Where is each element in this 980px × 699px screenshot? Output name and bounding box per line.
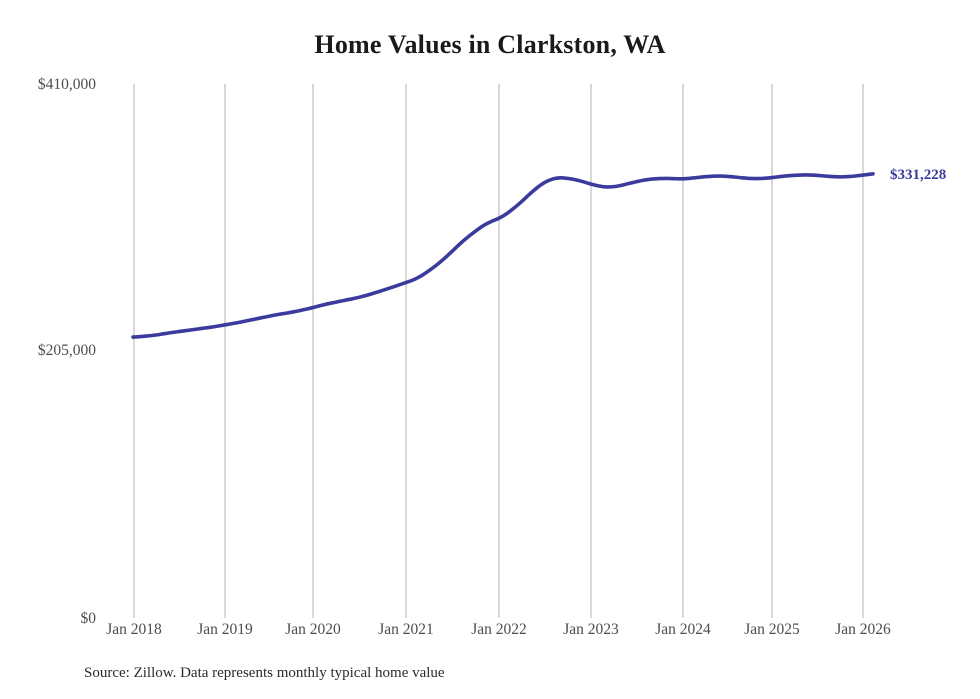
x-tick-label: Jan 2020: [285, 621, 341, 638]
x-tick-label: Jan 2023: [563, 621, 619, 638]
source-note: Source: Zillow. Data represents monthly …: [84, 665, 445, 681]
y-tick-label: $0: [81, 610, 97, 627]
y-tick-label: $205,000: [38, 342, 96, 359]
home-value-line-series: [131, 172, 875, 339]
x-tick-label: Jan 2021: [378, 621, 434, 638]
x-axis-tick-labels: Jan 2018 Jan 2019 Jan 2020 Jan 2021 Jan 2022…: [106, 621, 891, 638]
x-tick-label: Jan 2022: [471, 621, 527, 638]
y-axis-tick-labels: $410,000 $205,000 $0: [38, 76, 96, 627]
x-tick-label: Jan 2026: [835, 621, 891, 638]
x-tick-label: Jan 2025: [744, 621, 800, 638]
gridlines-group: [133, 84, 864, 618]
x-tick-label: Jan 2018: [106, 621, 162, 638]
endpoint-value-label: $331,228: [890, 167, 946, 183]
y-tick-label: $410,000: [38, 76, 96, 93]
x-tick-label: Jan 2019: [197, 621, 253, 638]
x-tick-label: Jan 2024: [655, 621, 711, 638]
chart-title: Home Values in Clarkston, WA: [314, 30, 666, 59]
